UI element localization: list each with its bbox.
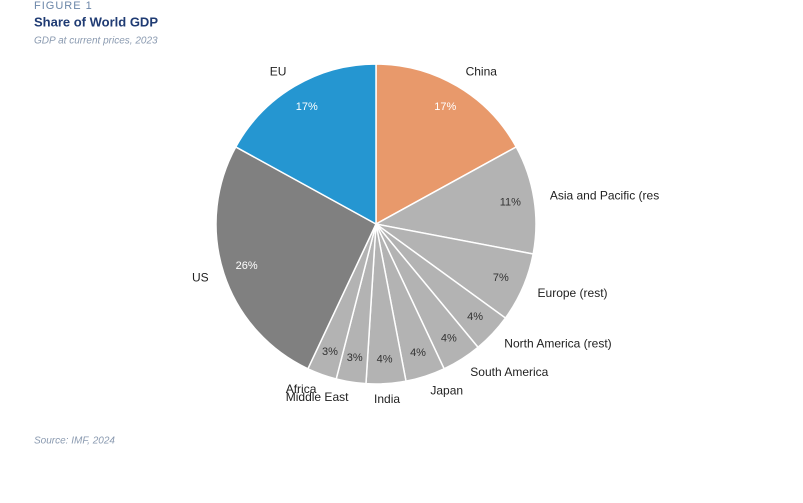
category-label: Japan bbox=[430, 384, 463, 398]
pie-slice bbox=[373, 145, 537, 255]
value-label: 4% bbox=[467, 311, 483, 323]
category-label: North America (rest) bbox=[504, 337, 611, 351]
category-label: US bbox=[192, 271, 209, 285]
category-label: China bbox=[466, 65, 498, 79]
category-label: India bbox=[374, 392, 400, 406]
figure-label: FIGURE 1 bbox=[34, 0, 93, 12]
category-label: Middle East bbox=[286, 390, 349, 404]
pie-slice bbox=[234, 63, 377, 226]
value-label: 11% bbox=[500, 197, 521, 209]
value-label: 7% bbox=[493, 272, 509, 284]
value-label: 17% bbox=[296, 101, 318, 113]
value-label: 4% bbox=[441, 333, 457, 345]
value-label: 3% bbox=[347, 352, 363, 364]
value-label: 26% bbox=[236, 260, 258, 272]
source-note: Source: IMF, 2024 bbox=[34, 436, 115, 447]
value-label: 3% bbox=[322, 346, 338, 358]
pie-slice bbox=[375, 63, 518, 226]
chart-subtitle: GDP at current prices, 2023 bbox=[34, 36, 158, 47]
value-label: 4% bbox=[410, 347, 426, 359]
value-label: 17% bbox=[434, 101, 456, 113]
category-label: Asia and Pacific (res bbox=[550, 189, 659, 203]
category-label: EU bbox=[270, 65, 287, 79]
category-label: South America bbox=[470, 365, 548, 379]
category-label: Europe (rest) bbox=[538, 286, 608, 300]
value-label: 4% bbox=[377, 354, 393, 366]
category-label: Africa bbox=[286, 382, 317, 396]
chart-title: Share of World GDP bbox=[34, 14, 158, 29]
